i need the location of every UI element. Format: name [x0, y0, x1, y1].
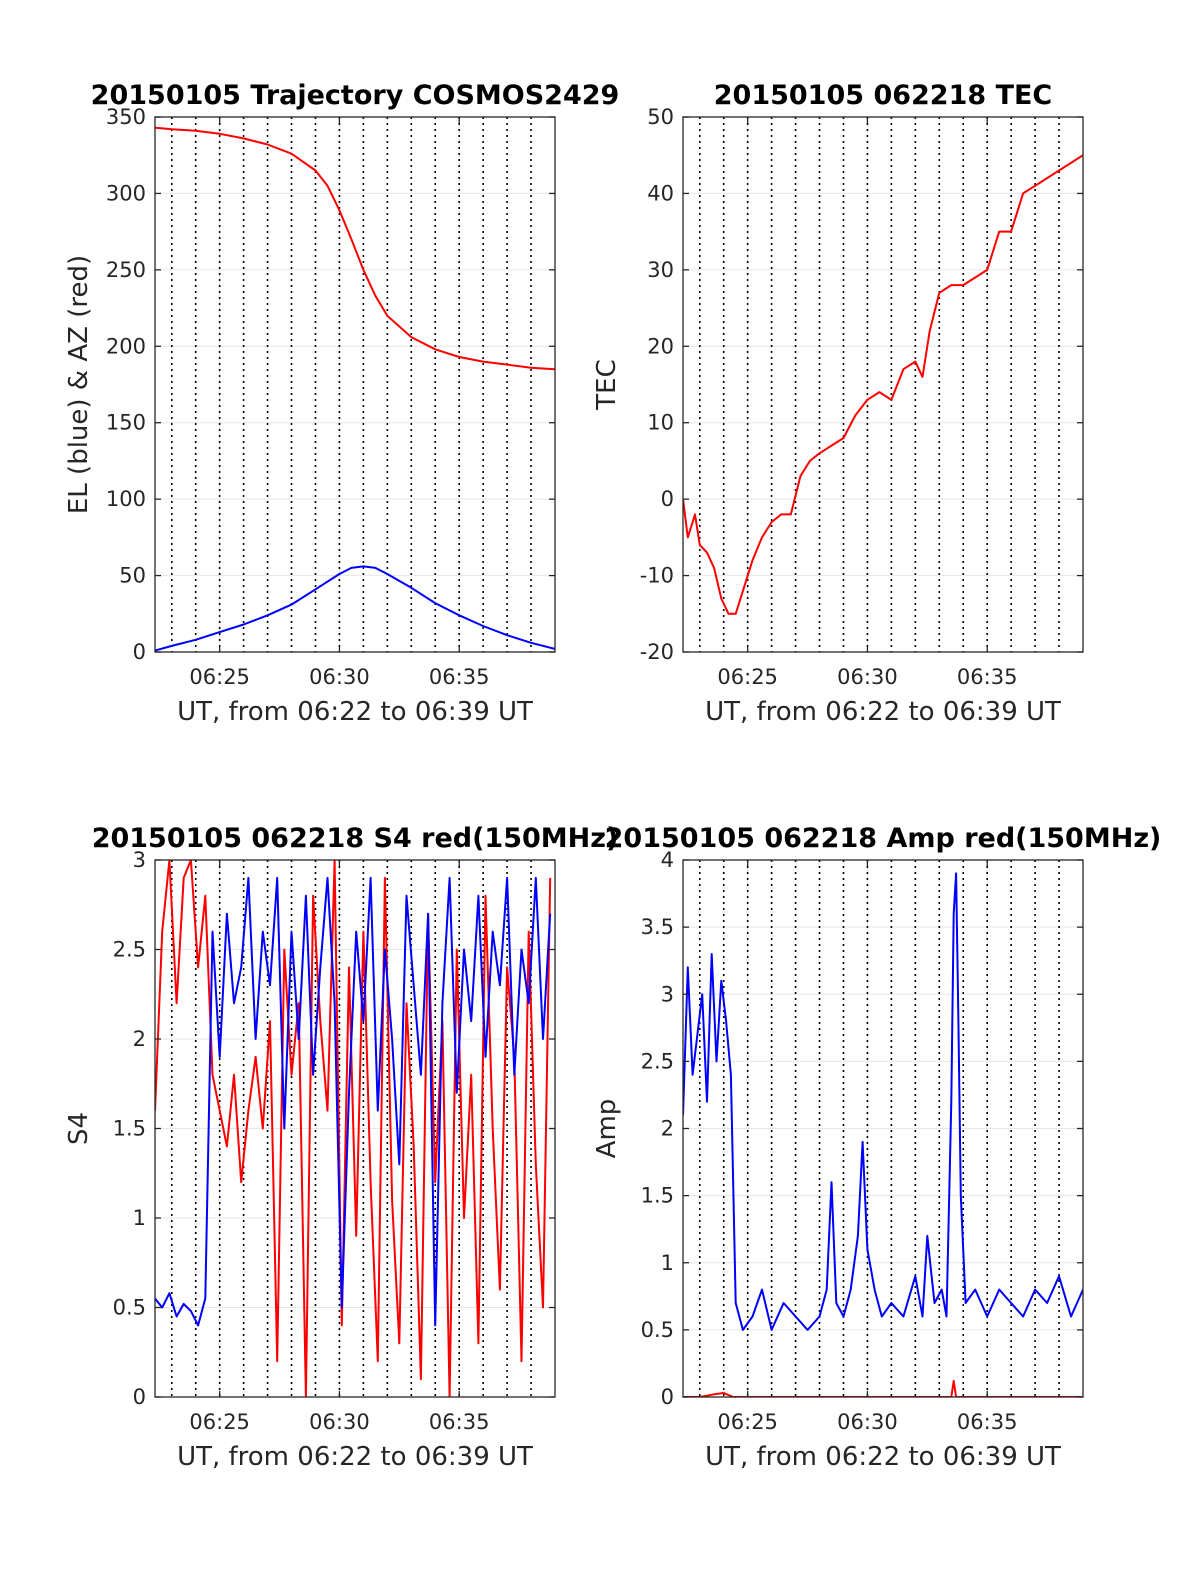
- series-line-blue: [155, 876, 552, 1327]
- chart-title: 20150105 062218 S4 red(150MHz): [92, 823, 619, 854]
- plot-area: [155, 117, 555, 652]
- y-tick-label: 2: [133, 1027, 146, 1051]
- y-tick-label: 2.5: [113, 938, 146, 962]
- y-axis-label: Amp: [592, 1099, 622, 1159]
- y-tick-label: 0: [661, 487, 674, 511]
- axes-box: [154, 116, 556, 653]
- y-tick-label: 3: [661, 982, 674, 1006]
- y-tick-label: 20: [647, 334, 674, 358]
- y-tick-label: 1.5: [113, 1117, 146, 1141]
- y-axis-label: S4: [64, 1112, 94, 1145]
- y-tick-label: 200: [106, 334, 146, 358]
- x-tick-label: 06:25: [189, 665, 250, 689]
- series-line-red: [155, 860, 552, 1397]
- y-tick-label: 2.5: [641, 1049, 674, 1073]
- y-tick-label: 300: [106, 181, 146, 205]
- x-tick-label: 06:35: [429, 1410, 490, 1434]
- x-axis-label: UT, from 06:22 to 06:39 UT: [705, 697, 1061, 727]
- y-tick-label: -20: [640, 640, 674, 664]
- y-tick-label: 50: [119, 564, 146, 588]
- chart-title: 20150105 062218 TEC: [714, 80, 1053, 111]
- y-axis-label: TEC: [592, 359, 622, 410]
- x-tick-label: 06:25: [717, 1410, 778, 1434]
- y-tick-label: 0: [133, 640, 146, 664]
- x-tick-label: 06:30: [837, 665, 898, 689]
- axes-box: [682, 116, 1084, 653]
- x-tick-label: 06:30: [309, 665, 370, 689]
- x-tick-label: 06:35: [429, 665, 490, 689]
- series-line-red: [683, 154, 1083, 615]
- y-tick-label: 0.5: [113, 1296, 146, 1320]
- y-tick-label: 4: [661, 848, 674, 872]
- y-tick-label: 50: [647, 105, 674, 129]
- y-tick-label: 2: [661, 1117, 674, 1141]
- chart-title: 20150105 062218 Amp red(150MHz): [605, 823, 1162, 854]
- x-tick-label: 06:35: [957, 665, 1018, 689]
- panel-s4: 0 0.5 1 1.5 2 2.5 3 06:25 06:30 06:35 20150105 062…: [64, 823, 618, 1472]
- series-line-red: [683, 1379, 1083, 1397]
- x-tick-label: 06:25: [717, 665, 778, 689]
- y-tick-label: 150: [106, 411, 146, 435]
- y-tick-label: 350: [106, 105, 146, 129]
- x-tick-label: 06:30: [837, 1410, 898, 1434]
- y-tick-label: 0.5: [641, 1318, 674, 1342]
- chart-title: 20150105 Trajectory COSMOS2429: [91, 80, 620, 111]
- y-tick-label: -10: [640, 564, 674, 588]
- y-tick-label: 0: [133, 1385, 146, 1409]
- panel-tec: -20 -10 0 10 20 30 40 50 06:25 06:30 06:35 20150105…: [592, 80, 1084, 727]
- y-tick-label: 0: [661, 1385, 674, 1409]
- y-tick-label: 1: [661, 1251, 674, 1275]
- series-line-blue: [155, 565, 555, 652]
- x-axis-label: UT, from 06:22 to 06:39 UT: [705, 1442, 1061, 1472]
- x-axis-label: UT, from 06:22 to 06:39 UT: [177, 697, 533, 727]
- y-tick-label: 250: [106, 258, 146, 282]
- y-tick-label: 40: [647, 181, 674, 205]
- plot-area: [683, 117, 1083, 652]
- y-tick-label: 10: [647, 411, 674, 435]
- x-tick-label: 06:35: [957, 1410, 1018, 1434]
- panel-trajectory: 0 50 100 150 200 250 300 350 06:25 06:30 06:35 2015…: [64, 80, 619, 727]
- x-tick-label: 06:30: [309, 1410, 370, 1434]
- series-line-blue: [683, 872, 1083, 1331]
- y-tick-label: 3.5: [641, 915, 674, 939]
- y-tick-label: 30: [647, 258, 674, 282]
- y-tick-label: 100: [106, 487, 146, 511]
- y-tick-label: 1: [133, 1206, 146, 1230]
- y-tick-label: 1.5: [641, 1184, 674, 1208]
- x-axis-label: UT, from 06:22 to 06:39 UT: [177, 1442, 533, 1472]
- y-axis-label: EL (blue) & AZ (red): [64, 255, 94, 514]
- y-tick-label: 3: [133, 848, 146, 872]
- series-line-red: [155, 126, 555, 371]
- panel-amp: 0 0.5 1 1.5 2 2.5 3 3.5 4 06:25 06:30 06:35 20150105…: [592, 823, 1161, 1472]
- x-tick-label: 06:25: [189, 1410, 250, 1434]
